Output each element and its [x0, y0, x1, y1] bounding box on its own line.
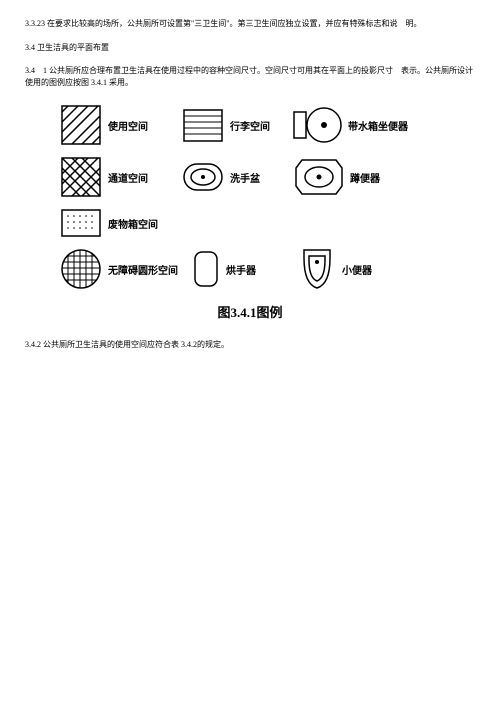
- squat-toilet-label: 蹲便器: [350, 170, 380, 185]
- use-space-icon: [60, 104, 102, 146]
- paragraph-3-4-1: 3.4 1 公共厕所应合理布置卫生洁具在使用过程中的容种空间尺寸。空间尺寸可用其…: [25, 65, 475, 89]
- figure-row-1: 使用空间 行李空间 带水箱坐便器: [60, 104, 440, 146]
- hand-dryer-label: 烘手器: [226, 262, 256, 277]
- passage-space-icon: [60, 156, 102, 198]
- figure-row-2: 通道空间 洗手盆 蹲便器: [60, 156, 440, 198]
- luggage-space-label: 行李空间: [230, 118, 270, 133]
- waste-space-label: 废物箱空间: [108, 216, 158, 231]
- urinal-label: 小便器: [342, 262, 372, 277]
- figure-3-4-1: 使用空间 行李空间 带水箱坐便器: [60, 104, 440, 290]
- hand-dryer-icon: [192, 249, 220, 289]
- washbasin-label: 洗手盆: [230, 170, 260, 185]
- paragraph-3-3-23: 3.3.23 在要求比较高的场所，公共厕所可设置第"三卫生间"。第三卫生间应独立…: [25, 18, 475, 30]
- tank-toilet-label: 带水箱坐便器: [348, 118, 408, 133]
- accessible-space-label: 无障碍圆形空间: [108, 262, 178, 277]
- accessible-space-icon: [60, 248, 102, 290]
- washbasin-icon: [182, 162, 224, 192]
- section-title-3-4: 3.4 卫生洁具的平面布置: [25, 42, 475, 53]
- figure-row-4: 无障碍圆形空间 烘手器 小便器: [60, 248, 440, 290]
- figure-row-3: 废物箱空间: [60, 208, 440, 238]
- tank-toilet-icon: [292, 104, 342, 146]
- waste-space-icon: [60, 208, 102, 238]
- passage-space-label: 通道空间: [108, 170, 148, 185]
- urinal-icon: [298, 248, 336, 290]
- paragraph-3-4-2: 3.4.2 公共厕所卫生洁具的使用空间应符合表 3.4.2的规定。: [25, 339, 475, 351]
- figure-caption: 图3.4.1图例: [25, 302, 475, 321]
- luggage-space-icon: [182, 108, 224, 143]
- use-space-label: 使用空间: [108, 118, 148, 133]
- squat-toilet-icon: [294, 158, 344, 196]
